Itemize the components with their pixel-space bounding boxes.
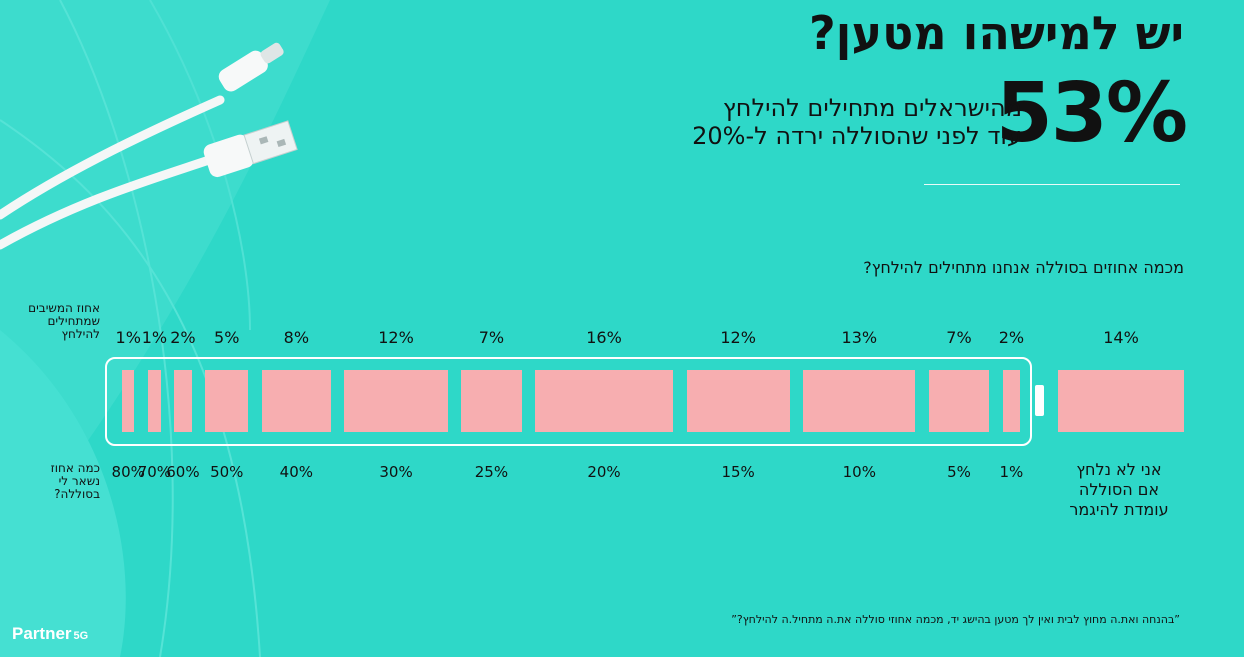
bar-segment (803, 370, 916, 432)
bar-value-label: 12% (720, 328, 756, 347)
headline-text: מהישראלים מתחילים להילחץ עוד לפני שהסולל… (692, 94, 1022, 150)
bar-segment (686, 370, 790, 432)
battery-level-label: 15% (721, 463, 755, 481)
bar-value-label: 1% (115, 328, 141, 347)
no-stress-label-line: עומדת להיגמר (1069, 500, 1169, 519)
battery-level-label: 80% (111, 463, 145, 481)
battery-level-label: 70% (137, 463, 172, 481)
battery-level-label: 40% (279, 463, 313, 481)
bar-value-label: 7% (478, 328, 505, 347)
y-axis-label: אחוז המשיבים שמתחילים להילחץ (28, 302, 100, 341)
battery-level-label: 30% (379, 463, 413, 481)
bar-value-label: 5% (214, 328, 240, 347)
bar-segment (261, 370, 331, 432)
headline-text-line1: מהישראלים מתחילים להילחץ (722, 94, 1022, 122)
bar-value-label: 8% (283, 328, 310, 347)
bar-value-label: 2% (170, 328, 196, 347)
battery-level-label: 20% (587, 463, 621, 481)
battery-level-label: 10% (842, 463, 876, 481)
page-title: יש למישהו מטען? (808, 6, 1184, 60)
no-stress-label: אני לא נלחץ אם הסוללה עומדת להיגמר (1069, 460, 1168, 520)
divider (924, 184, 1180, 185)
battery-outline (105, 357, 1032, 446)
bar-value-label: 7% (946, 328, 972, 347)
bar-segment (928, 370, 990, 432)
bar-value-label: 14% (1103, 328, 1139, 347)
battery-level-label: 1% (999, 463, 1024, 481)
usb-cable-illustration (0, 42, 298, 250)
bar-segment (122, 370, 135, 432)
bar-segment (148, 370, 161, 432)
bar-segment (1002, 370, 1020, 432)
no-stress-label-line: אני לא נלחץ (1076, 460, 1162, 479)
bar-value-label: 16% (586, 328, 622, 347)
battery-level-label: 5% (947, 463, 971, 481)
y-axis-label-line: שמתחילים (47, 314, 100, 328)
chart-question: מכמה אחוזים בסוללה אנחנו מתחילים להילחץ? (863, 258, 1184, 277)
battery-level-label: 50% (210, 463, 244, 481)
footnote: ”בהנחה ואת.ה מחוץ לבית ואין לך מטען בהיש… (731, 613, 1180, 626)
y-axis-label-line: אחוז המשיבים (28, 301, 100, 315)
x-axis-label-line: כמה אחוז (50, 461, 100, 475)
x-axis-label-line: בסוללה? (54, 487, 100, 501)
logo-brand: Partner (12, 624, 72, 643)
bar-value-label: 12% (378, 328, 414, 347)
headline-stat: 53% (995, 66, 1188, 161)
x-axis-label: כמה אחוז נשאר לי בסוללה? (51, 462, 100, 501)
bar-segment (344, 370, 448, 432)
y-axis-label-line: להילחץ (61, 327, 100, 341)
bar-segment (205, 370, 249, 432)
headline-text-line2: עוד לפני שהסוללה ירדה ל-20% (692, 122, 1022, 150)
bar-segment (461, 370, 522, 432)
bar-value-label: 13% (841, 328, 878, 347)
bar-value-label: 1% (141, 328, 168, 347)
partner-logo: Partner 5G (12, 624, 88, 644)
bar-segment (535, 370, 673, 432)
battery-level-label: 25% (474, 463, 509, 481)
bar-segment-no-stress (1058, 370, 1184, 432)
bar-value-label: 2% (998, 328, 1025, 347)
battery-tip (1035, 385, 1044, 416)
x-axis-label-line: נשאר לי (58, 474, 100, 488)
logo-5g: 5G (73, 630, 89, 642)
no-stress-label-line: אם הסוללה (1078, 480, 1160, 499)
bar-segment (174, 370, 192, 432)
battery-level-label: 60% (166, 463, 200, 481)
